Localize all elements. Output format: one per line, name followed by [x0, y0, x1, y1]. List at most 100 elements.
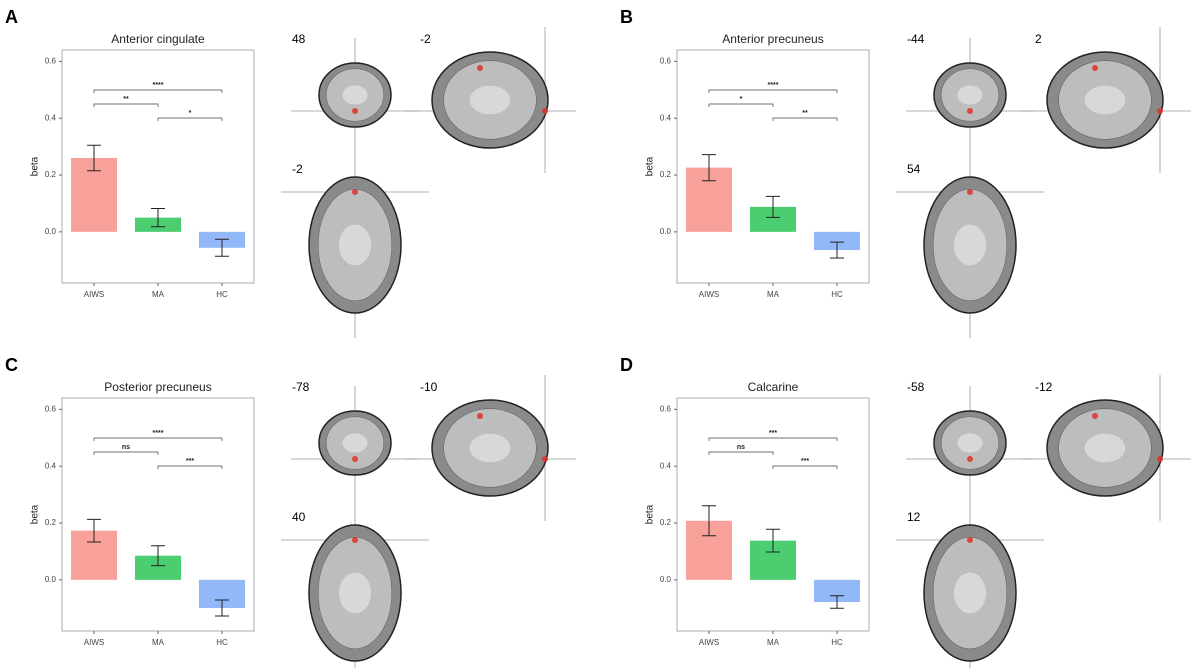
y-axis-label: beta [645, 504, 656, 524]
panel: C Posterior precuneus beta 0.0 0.2 0.4 0.6 AIWS… [5, 355, 576, 668]
x-tick-label: HC [831, 638, 843, 647]
significance-bracket [708, 89, 838, 93]
significance-label: ** [802, 110, 808, 117]
error-bar [702, 505, 716, 537]
significance-label: **** [768, 82, 779, 89]
chart-title: Anterior precuneus [722, 32, 823, 46]
x-tick-label: AIWS [699, 638, 719, 647]
error-bar [87, 518, 101, 543]
significance-label: *** [801, 458, 809, 465]
y-tick-label: 0.0 [45, 575, 57, 584]
brain-core [1084, 85, 1126, 115]
error-bar [215, 238, 229, 257]
significance-label: *** [186, 458, 194, 465]
panel-label: A [5, 7, 18, 27]
panel: D Calcarine beta 0.0 0.2 0.4 0.6 AIWS MA HC *** ns *… [620, 355, 1191, 668]
brain-core [957, 433, 983, 453]
y-tick-label: 0.2 [660, 518, 672, 527]
slice-coordinate: -2 [420, 32, 431, 46]
chart-title: Calcarine [748, 380, 799, 394]
activation [967, 189, 973, 195]
brain-core [342, 85, 368, 105]
error-bar [151, 208, 165, 228]
slice-coordinate: -78 [292, 380, 310, 394]
significance-label: ns [122, 444, 130, 451]
error-bar [87, 144, 101, 172]
slice-coordinate: 48 [292, 32, 306, 46]
significance-bracket [708, 437, 838, 441]
significance-label: **** [153, 430, 164, 437]
brain-core [957, 85, 983, 105]
activation [352, 456, 358, 462]
activation [1157, 456, 1163, 462]
significance-label: **** [153, 82, 164, 89]
x-tick-label: MA [767, 290, 780, 299]
error-bar [766, 195, 780, 218]
brain-core [469, 85, 511, 115]
brain-core [338, 572, 372, 614]
significance-bracket [157, 117, 223, 121]
y-axis-label: beta [30, 504, 41, 524]
slice-coordinate: 54 [907, 162, 921, 176]
y-tick-label: 0.4 [45, 113, 57, 122]
slice-coordinate: -44 [907, 32, 925, 46]
brain-core [469, 433, 511, 463]
slice-coordinate: 40 [292, 510, 306, 524]
panel: B Anterior precuneus beta 0.0 0.2 0.4 0.6 AIWS M… [620, 7, 1191, 338]
slice-coordinate: -10 [420, 380, 438, 394]
significance-bracket [93, 89, 223, 93]
x-tick-label: MA [152, 290, 165, 299]
activation [967, 537, 973, 543]
slice-coordinate: 2 [1035, 32, 1042, 46]
significance-label: * [740, 96, 743, 103]
panel-label: B [620, 7, 633, 27]
y-tick-label: 0.4 [45, 461, 57, 470]
activation [352, 108, 358, 114]
activation [1092, 413, 1098, 419]
x-tick-label: HC [216, 290, 228, 299]
significance-bracket [93, 451, 159, 455]
significance-label: ** [123, 96, 129, 103]
x-tick-label: HC [216, 638, 228, 647]
activation [967, 108, 973, 114]
y-tick-label: 0.0 [660, 227, 672, 236]
slice-coordinate: 12 [907, 510, 921, 524]
chart-title: Posterior precuneus [104, 380, 211, 394]
error-bar [766, 528, 780, 553]
x-tick-label: AIWS [84, 638, 104, 647]
significance-bracket [93, 103, 159, 107]
activation [1092, 65, 1098, 71]
y-tick-label: 0.0 [660, 575, 672, 584]
activation [967, 456, 973, 462]
x-tick-label: AIWS [699, 290, 719, 299]
y-tick-label: 0.4 [660, 113, 672, 122]
activation [542, 108, 548, 114]
significance-bracket [772, 465, 838, 469]
activation [477, 413, 483, 419]
significance-bracket [708, 451, 774, 455]
brain-core [1084, 433, 1126, 463]
y-tick-label: 0.6 [45, 56, 57, 65]
significance-label: *** [769, 430, 777, 437]
brain-core [342, 433, 368, 453]
panel: A Anterior cingulate beta 0.0 0.2 0.4 0.6 AIWS M… [5, 7, 576, 338]
y-tick-label: 0.0 [45, 227, 57, 236]
slice-coordinate: -58 [907, 380, 925, 394]
y-tick-label: 0.4 [660, 461, 672, 470]
x-tick-label: AIWS [84, 290, 104, 299]
significance-label: * [189, 110, 192, 117]
y-tick-label: 0.2 [660, 170, 672, 179]
panel-label: D [620, 355, 633, 375]
x-tick-label: MA [152, 638, 165, 647]
x-tick-label: HC [831, 290, 843, 299]
activation [542, 456, 548, 462]
chart-title: Anterior cingulate [111, 32, 205, 46]
significance-bracket [93, 437, 223, 441]
significance-bracket [708, 103, 774, 107]
bar [813, 231, 861, 251]
significance-bracket [157, 465, 223, 469]
y-axis-label: beta [30, 156, 41, 176]
activation [1157, 108, 1163, 114]
y-tick-label: 0.2 [45, 170, 57, 179]
